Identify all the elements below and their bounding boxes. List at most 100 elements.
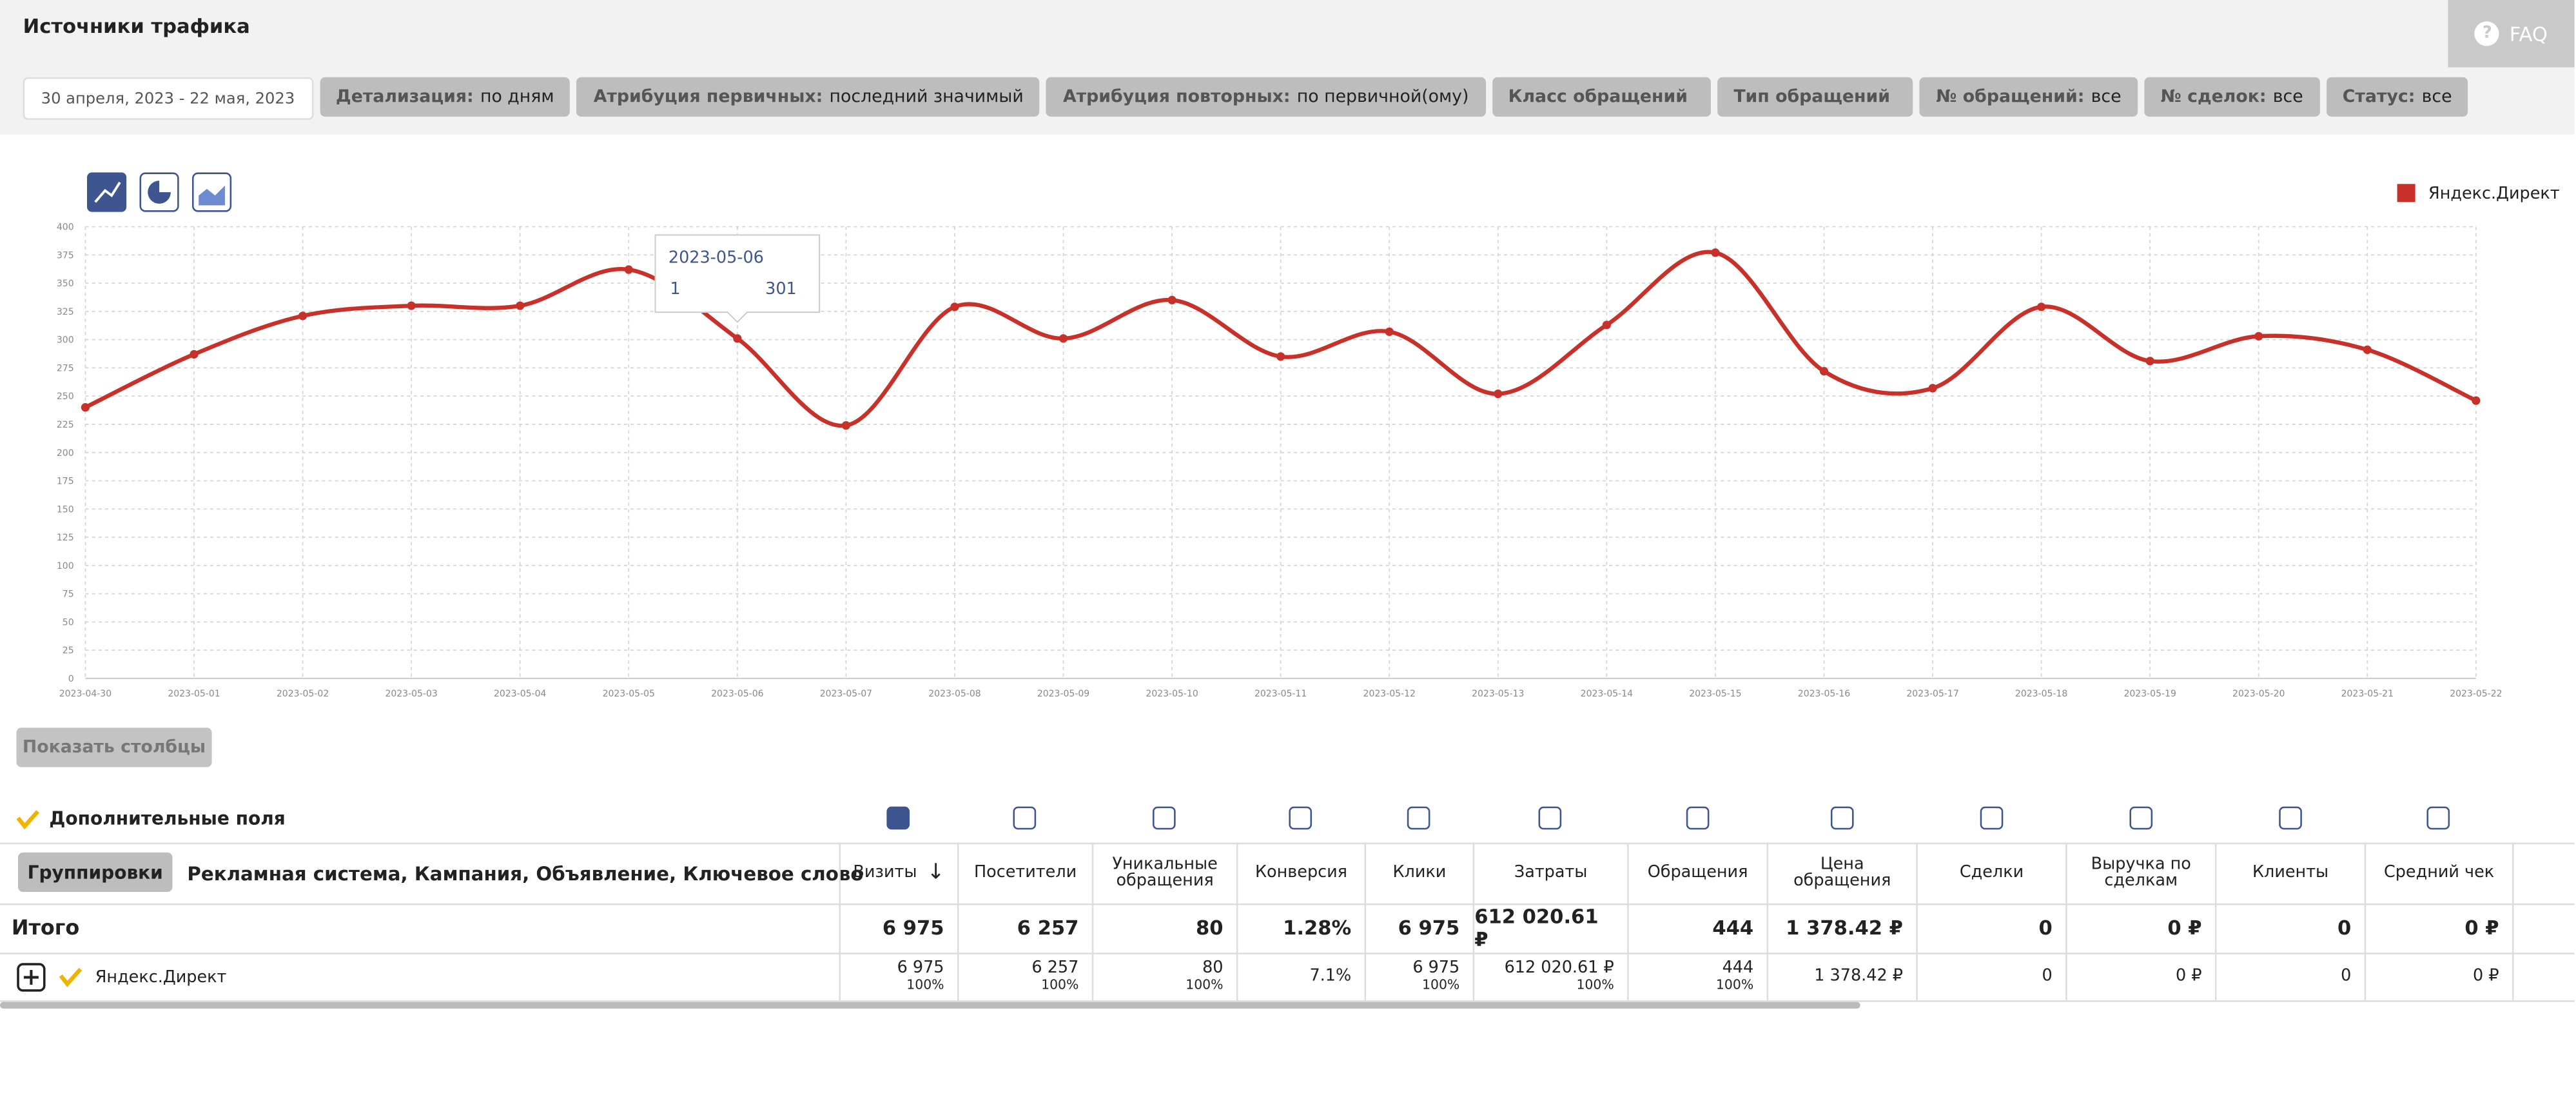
data-point (2254, 331, 2263, 341)
row-border (0, 953, 2575, 954)
y-tick-label: 275 (57, 363, 74, 373)
icon (94, 181, 121, 203)
x-tick-label: 2023-05-08 (928, 689, 981, 699)
column-chart-toggle[interactable] (1685, 806, 1709, 830)
column-border (2512, 842, 2575, 1001)
column-header[interactable]: Затраты (1472, 842, 1627, 904)
data-point (1602, 321, 1611, 330)
chart: 0 25 50 75 100 125 150 175 200 225 250 275 300 325 350… (57, 172, 2560, 699)
total-cell: 444 (1627, 903, 1766, 953)
column-header[interactable]: Конверсия (1236, 842, 1365, 904)
data-point (2145, 357, 2154, 366)
total-cell: 1 378.42 ₽ (1766, 903, 1917, 953)
y-tick-label: 400 (57, 222, 74, 233)
filter-label: № обращений: (1936, 86, 2085, 107)
column-title: Выручка по сделкам (2091, 855, 2191, 890)
data-cell: 0 ₽ (2065, 953, 2215, 1001)
y-tick-label: 125 (57, 533, 74, 543)
date-range-picker[interactable]: 30 апреля, 2023 - 22 мая, 2023 (23, 77, 313, 120)
column-chart-toggle[interactable] (1830, 806, 1853, 830)
column-chart-toggle[interactable] (1538, 806, 1562, 830)
y-tick-label: 0 (68, 674, 74, 684)
column-chart-toggle[interactable] (2426, 806, 2450, 830)
extra-fields[interactable]: Дополнительные поля (16, 808, 286, 829)
column-chart-toggle[interactable] (2129, 806, 2152, 830)
column-header[interactable]: Выручка по сделкам (2065, 842, 2215, 904)
filter-chip[interactable]: Класс обращений (1492, 77, 1711, 117)
column-chart-toggle[interactable] (1152, 806, 1176, 830)
data-point (1276, 352, 1285, 361)
filter-chip[interactable]: № обращений: все (1919, 77, 2138, 117)
data-point (1711, 248, 1720, 257)
column-header[interactable]: Посетители (957, 842, 1092, 904)
data-point (407, 301, 416, 310)
filter-chip[interactable]: Атрибуция первичных: последний значимый (577, 77, 1040, 117)
cell-value: 6 257 (1031, 959, 1079, 978)
y-tick-label: 50 (63, 617, 74, 628)
cell-share: 100% (1422, 977, 1460, 993)
data-point (1494, 390, 1503, 399)
column-header[interactable]: Сделки (1916, 842, 2065, 904)
data-cell: 6 975 100% (1364, 953, 1473, 1001)
x-tick-label: 2023-05-16 (1798, 689, 1850, 699)
x-tick-label: 2023-05-07 (820, 689, 872, 699)
y-tick-label: 75 (63, 589, 74, 600)
column-header[interactable]: Уникальные обращения (1091, 842, 1236, 904)
column-header[interactable]: Обращения (1627, 842, 1766, 904)
data-point (1385, 327, 1394, 336)
total-label: Итого (11, 914, 80, 940)
column-chart-toggle[interactable] (1407, 806, 1430, 830)
groupings-button[interactable]: Группировки (18, 852, 173, 893)
filter-value: все (2421, 86, 2452, 107)
column-chart-toggle[interactable] (1979, 806, 2003, 830)
data-cell: 612 020.61 ₽100% (1472, 953, 1627, 1001)
column-title: Сделки (1959, 863, 2024, 882)
y-tick-label: 225 (57, 420, 74, 430)
filter-chip[interactable]: Статус: все (2326, 77, 2469, 117)
column-chart-toggle[interactable] (2278, 806, 2301, 830)
faq-button[interactable]: ? FAQ (2448, 0, 2575, 68)
column-chart-toggle[interactable] (1289, 806, 1312, 830)
scrollbar[interactable] (0, 1002, 1860, 1009)
data-point (2036, 302, 2046, 311)
area-chart-button[interactable] (191, 172, 232, 212)
column-title: Клиенты (2252, 863, 2329, 882)
x-tick-label: 2023-05-20 (2232, 689, 2285, 699)
data-cell: 6 975 100% (839, 953, 957, 1001)
tooltip-date: 2023-05-06 (668, 248, 764, 268)
filter-chip[interactable]: Детализация: по дням (319, 77, 571, 117)
row-border (0, 1000, 2575, 1002)
x-tick-label: 2023-05-05 (603, 689, 655, 699)
cell-value: 1 378.42 ₽ (1814, 966, 1903, 985)
column-header[interactable]: Клики (1364, 842, 1473, 904)
data-cell: 0 ₽ (2364, 953, 2512, 1001)
column-header[interactable]: Визиты ↓ (839, 842, 957, 904)
filter-chip[interactable]: Атрибуция повторных: по первичной(ому) (1046, 77, 1485, 117)
data-point (81, 403, 90, 412)
x-tick-label: 2023-05-21 (2341, 689, 2394, 699)
data-cell: 6 257 100% (957, 953, 1092, 1001)
expand-icon[interactable] (16, 963, 46, 993)
show-columns-button[interactable]: Показать столбцы (16, 727, 212, 767)
column-header[interactable]: Цена обращения (1766, 842, 1917, 904)
data-cell: 80 100% (1091, 953, 1236, 1001)
filter-label: № сделок: (2160, 86, 2267, 107)
cell-share: 100% (1715, 977, 1754, 993)
column-chart-toggle[interactable] (1013, 806, 1037, 830)
x-tick-label: 2023-05-10 (1146, 689, 1198, 699)
total-cell: 612 020.61 ₽ (1472, 903, 1627, 953)
x-tick-label: 2023-05-01 (168, 689, 220, 699)
check-icon (16, 809, 39, 829)
column-header[interactable]: Клиенты (2214, 842, 2365, 904)
column-title: Посетители (974, 863, 1077, 882)
column-header[interactable]: Средний чек (2364, 842, 2512, 904)
column-chart-toggle[interactable] (886, 806, 910, 830)
filter-chip[interactable]: Тип обращений (1717, 77, 1913, 117)
y-tick-label: 25 (63, 646, 74, 656)
row-border (0, 842, 2575, 845)
data-point (1928, 384, 1937, 393)
x-tick-label: 2023-05-19 (2123, 689, 2176, 699)
filter-chip[interactable]: № сделок: все (2144, 77, 2320, 117)
page-title: Источники трафика (23, 14, 250, 38)
